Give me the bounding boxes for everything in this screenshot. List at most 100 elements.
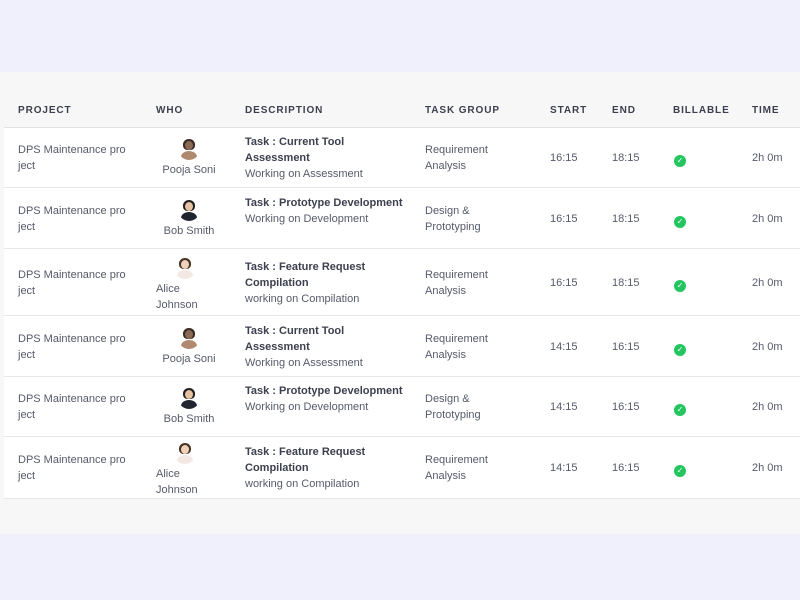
assignee-name: Bob Smith [163, 224, 215, 237]
duration: 2h 0m [752, 462, 783, 474]
check-circle-icon: ✓ [674, 465, 686, 477]
avatar-body [181, 400, 197, 409]
task-title: Task : Feature Request Compilation [245, 446, 366, 474]
task-title: Task : Prototype Development [245, 385, 403, 397]
header-project[interactable]: PROJECT [18, 105, 72, 116]
end-time: 18:15 [612, 276, 640, 289]
table-row[interactable]: DPS Maintenance pro ject Alice Johnson T… [4, 437, 800, 499]
description-cell: Task : Prototype Development Working on … [245, 195, 405, 227]
end-time: 16:15 [612, 462, 640, 474]
who-cell: Bob Smith [154, 387, 224, 427]
table-row[interactable]: DPS Maintenance pro ject Alice Johnson T… [4, 249, 800, 316]
avatar-face [185, 329, 193, 339]
billable-cell: ✓ [674, 277, 686, 293]
billable-cell: ✓ [674, 213, 686, 229]
check-circle-icon: ✓ [674, 155, 686, 167]
avatar-face [181, 259, 189, 269]
header-time[interactable]: TIME [752, 105, 780, 116]
task-subtitle: Working on Assessment [245, 168, 363, 180]
task-title: Task : Current Tool Assessment [245, 324, 345, 353]
description-cell: Task : Current Tool Assessment Working o… [245, 323, 405, 371]
start-time: 14:15 [550, 340, 578, 353]
duration: 2h 0m [752, 212, 783, 225]
start-time: 16:15 [550, 276, 578, 289]
duration: 2h 0m [752, 276, 783, 289]
header-end[interactable]: END [612, 105, 636, 116]
who-cell: Pooja Soni [154, 138, 224, 178]
duration: 2h 0m [752, 401, 783, 413]
start-time: 14:15 [550, 401, 578, 413]
header-billable[interactable]: BILLABLE [673, 105, 730, 116]
description-cell: Task : Current Tool Assessment Working o… [245, 134, 405, 182]
table-row[interactable]: DPS Maintenance pro ject Bob Smith Task … [4, 188, 800, 249]
project-cell: DPS Maintenance pro ject [18, 332, 126, 361]
task-subtitle: working on Compilation [245, 292, 360, 305]
start-time: 16:15 [550, 212, 578, 225]
description-cell: Task : Feature Request Compilation worki… [245, 444, 405, 492]
task-group-cell: Design & Prototyping [425, 204, 481, 233]
avatar-body [181, 151, 197, 160]
end-time: 16:15 [612, 401, 640, 413]
task-title: Task : Feature Request Compilation [245, 260, 366, 289]
avatar-body [177, 455, 193, 464]
duration: 2h 0m [752, 340, 783, 353]
project-cell: DPS Maintenance pro ject [18, 393, 126, 421]
avatar-body [181, 211, 197, 221]
check-circle-icon: ✓ [674, 404, 686, 416]
who-cell: Alice Johnson [156, 442, 226, 498]
assignee-name: Pooja Soni [162, 164, 216, 176]
task-group-cell: Requirement Analysis [425, 268, 488, 297]
avatar[interactable] [174, 442, 196, 464]
check-circle-icon: ✓ [674, 279, 686, 292]
description-cell: Task : Prototype Development Working on … [245, 383, 405, 415]
avatar[interactable] [174, 257, 196, 279]
avatar[interactable] [178, 138, 200, 160]
project-cell: DPS Maintenance pro ject [18, 204, 126, 233]
billable-cell: ✓ [674, 152, 686, 168]
header-who[interactable]: WHO [156, 105, 184, 116]
start-time: 16:15 [550, 152, 578, 164]
avatar-face [185, 141, 193, 150]
who-cell: Bob Smith [154, 199, 224, 239]
task-group-cell: Requirement Analysis [425, 144, 488, 172]
avatar[interactable] [178, 327, 200, 349]
header-start[interactable]: START [550, 105, 588, 116]
task-subtitle: working on Compilation [245, 478, 360, 490]
table-row[interactable]: DPS Maintenance pro ject Pooja Soni Task… [4, 316, 800, 377]
avatar-face [181, 445, 189, 454]
check-circle-icon: ✓ [674, 215, 686, 228]
start-time: 14:15 [550, 462, 578, 474]
who-cell: Pooja Soni [154, 327, 224, 367]
timesheet-panel: PROJECT WHO DESCRIPTION TASK GROUP START… [0, 72, 800, 534]
avatar-body [181, 339, 197, 349]
avatar-face [185, 390, 193, 399]
project-cell: DPS Maintenance pro ject [18, 144, 126, 172]
who-cell: Alice Johnson [156, 257, 226, 313]
assignee-name: Pooja Soni [162, 352, 216, 365]
task-subtitle: Working on Assessment [245, 356, 363, 369]
end-time: 18:15 [612, 212, 640, 225]
end-time: 18:15 [612, 152, 640, 164]
header-task-group[interactable]: TASK GROUP [425, 105, 500, 116]
header-description[interactable]: DESCRIPTION [245, 105, 324, 116]
project-cell: DPS Maintenance pro ject [18, 454, 126, 482]
task-title: Task : Prototype Development [245, 196, 403, 209]
avatar[interactable] [178, 387, 200, 409]
task-group-cell: Design & Prototyping [425, 393, 481, 421]
table-row[interactable]: DPS Maintenance pro ject Pooja Soni Task… [4, 128, 800, 188]
billable-cell: ✓ [674, 341, 686, 357]
task-title: Task : Current Tool Assessment [245, 136, 345, 164]
assignee-name: Alice Johnson [156, 282, 198, 311]
project-cell: DPS Maintenance pro ject [18, 268, 126, 297]
avatar-face [185, 201, 193, 211]
task-subtitle: Working on Development [245, 212, 369, 225]
table-header: PROJECT WHO DESCRIPTION TASK GROUP START… [4, 92, 800, 128]
task-subtitle: Working on Development [245, 401, 369, 413]
avatar[interactable] [178, 199, 200, 221]
end-time: 16:15 [612, 340, 640, 353]
billable-cell: ✓ [674, 462, 686, 478]
check-circle-icon: ✓ [674, 343, 686, 356]
table-row[interactable]: DPS Maintenance pro ject Bob Smith Task … [4, 377, 800, 437]
billable-cell: ✓ [674, 401, 686, 417]
task-group-cell: Requirement Analysis [425, 332, 488, 361]
